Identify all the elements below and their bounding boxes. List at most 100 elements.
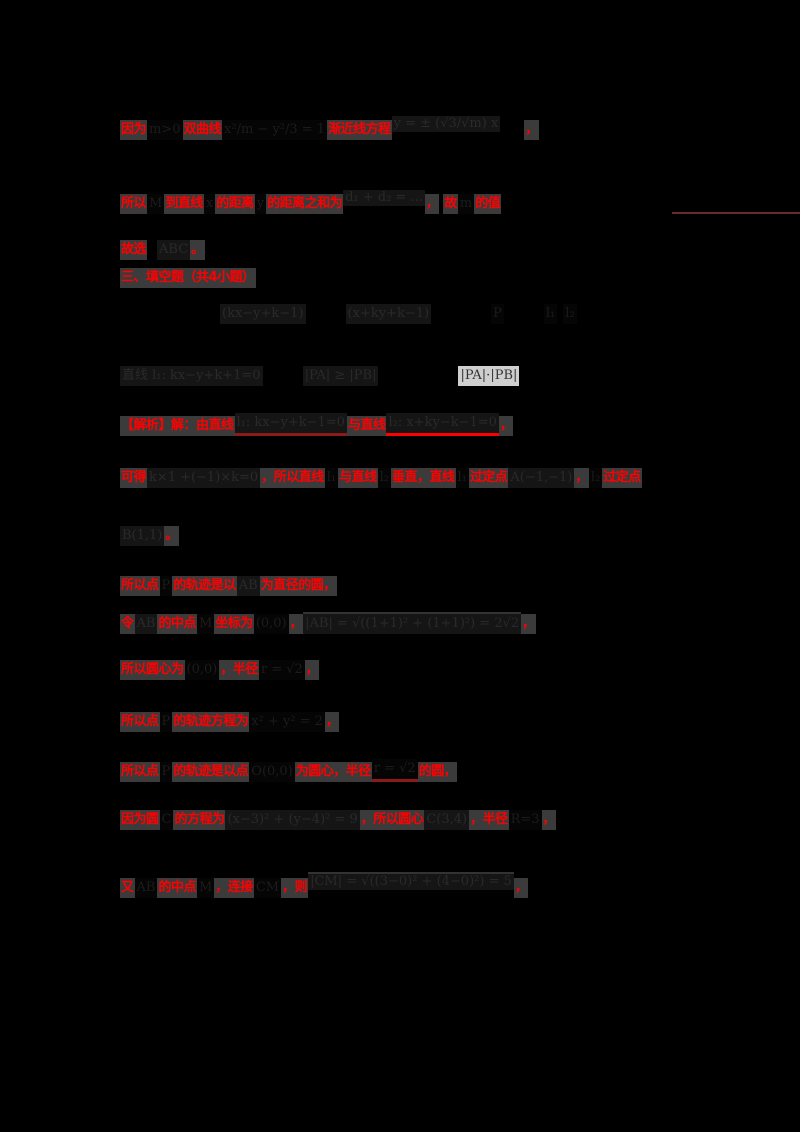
formula: y bbox=[254, 194, 267, 214]
text-segment: 为直径的圆， bbox=[259, 576, 337, 596]
text-segment: 过定点 bbox=[602, 468, 642, 488]
formula: 直线 l₁: kx−y+k+1=0 bbox=[120, 366, 263, 386]
doc-line-14: 所以点 P 的轨迹是以点 O(0,0) 为圆心，半径 r = √2 的圆， bbox=[120, 759, 458, 782]
text-segment: 的轨迹是以 bbox=[172, 576, 237, 596]
text-segment: 令 bbox=[120, 614, 135, 634]
text-segment: ， bbox=[324, 712, 340, 732]
text-segment: 与直线 bbox=[346, 416, 387, 436]
text-segment: 可得 bbox=[120, 468, 148, 488]
formula: M bbox=[196, 878, 215, 898]
text-segment: 到直线 bbox=[164, 194, 204, 214]
divider-rule bbox=[672, 212, 800, 214]
formula: (x−3)² + (y−4)² = 9 bbox=[225, 810, 360, 830]
text-segment: ， bbox=[424, 194, 440, 214]
doc-line-11: 令 AB 的中点 M 坐标为 (0,0) ， |AB| = √((1+1)² +… bbox=[120, 612, 536, 634]
formula: (kx−y+k−1) bbox=[220, 304, 306, 324]
doc-line-12: 所以圆心为 (0,0) ，半径 r = √2 ， bbox=[120, 658, 320, 680]
formula: (0,0) bbox=[184, 660, 220, 680]
text-segment: 又 bbox=[120, 878, 135, 898]
text-segment: 的轨迹方程为 bbox=[172, 712, 250, 732]
formula: P bbox=[159, 712, 173, 732]
text-segment: 故 bbox=[443, 194, 458, 214]
formula: |AB| = √((1+1)² + (1+1)²) = 2√2 bbox=[303, 612, 522, 634]
text-segment: 【解析】解：由直线 bbox=[120, 416, 235, 436]
formula: (0,0) bbox=[253, 614, 289, 634]
text-segment: 所以 bbox=[120, 194, 148, 214]
formula: P bbox=[159, 762, 173, 782]
formula: x²/m − y²/3 = 1 bbox=[222, 120, 328, 140]
doc-line-5: (kx−y+k−1) (x+ky+k−1) P l₁ l₂ bbox=[220, 302, 577, 324]
formula: ABC bbox=[157, 240, 191, 260]
formula: r = √2 bbox=[371, 759, 418, 782]
formula: R=3 bbox=[508, 810, 542, 830]
text-segment: 的距离 bbox=[215, 194, 255, 214]
text-segment: ， bbox=[498, 416, 514, 436]
formula: AB bbox=[134, 614, 158, 634]
formula: l₁ bbox=[324, 468, 339, 488]
formula: C bbox=[159, 810, 174, 830]
text-segment: ， bbox=[304, 660, 320, 680]
text-segment: 所以点 bbox=[120, 762, 160, 782]
text-segment: 因为 bbox=[120, 120, 148, 140]
formula: A(−1,−1) bbox=[508, 468, 575, 488]
formula: CM bbox=[253, 878, 282, 898]
text-segment: 所以点 bbox=[120, 712, 160, 732]
formula: l₂ bbox=[563, 304, 577, 324]
text-segment: ，所以圆心 bbox=[359, 810, 425, 830]
formula: x bbox=[203, 194, 216, 214]
formula: x² + y² = 2 bbox=[249, 712, 325, 732]
text-segment: 渐近线方程 bbox=[327, 120, 392, 140]
doc-line-3: 故选 ABC 。 bbox=[120, 238, 205, 260]
formula: +(−1)×k=0 bbox=[178, 468, 261, 488]
formula: P bbox=[491, 304, 504, 324]
doc-line-15: 因为圆 C 的方程为 (x−3)² + (y−4)² = 9 ，所以圆心 C(3… bbox=[120, 808, 557, 830]
doc-line-7: 【解析】解：由直线 l₁: kx−y+k−1=0 与直线 l₂: x+ky−k−… bbox=[120, 413, 514, 436]
text-segment: 与直线 bbox=[338, 468, 378, 488]
doc-line-8: 可得 k×1 +(−1)×k=0 ，所以直线 l₁ 与直线 l₂ 垂直，直线 l… bbox=[120, 466, 642, 488]
formula: l₂ bbox=[377, 468, 391, 488]
section-heading: 三、填空题（共4小题） bbox=[120, 266, 256, 288]
formula: M bbox=[196, 614, 215, 634]
text-segment: ， bbox=[288, 614, 304, 634]
formula: y = ± (√3/√m) x bbox=[391, 116, 501, 132]
formula: l₁ bbox=[455, 468, 469, 488]
formula: P bbox=[159, 576, 173, 596]
formula: B(1,1) bbox=[120, 526, 165, 546]
doc-line-13: 所以点 P 的轨迹方程为 x² + y² = 2 ， bbox=[120, 710, 340, 732]
text-segment: ，则 bbox=[281, 878, 309, 898]
text-segment: 过定点 bbox=[468, 468, 509, 488]
formula: C(3,4) bbox=[424, 810, 470, 830]
formula: |PA|·|PB| bbox=[458, 366, 520, 386]
text-segment: ，半径 bbox=[219, 660, 259, 680]
formula: l₂ bbox=[588, 468, 603, 488]
text-segment: 的圆， bbox=[417, 762, 458, 782]
text-segment: ，半径 bbox=[469, 810, 509, 830]
formula: d₁ + d₂ = ... bbox=[343, 190, 425, 206]
section-title: 三、填空题（共4小题） bbox=[120, 268, 256, 288]
text-segment: 的方程为 bbox=[173, 810, 226, 830]
formula: l₁: kx−y+k−1=0 bbox=[234, 413, 347, 436]
doc-line-1: 因为 m>0 双曲线 x²/m − y²/3 = 1 渐近线方程 y = ± (… bbox=[120, 116, 539, 140]
formula: m>0 bbox=[147, 120, 183, 140]
text-segment: ，所以直线 bbox=[260, 468, 325, 488]
doc-line-6: 直线 l₁: kx−y+k+1=0 |PA| ≥ |PB| |PA|·|PB| bbox=[120, 364, 520, 386]
text-segment: 的轨迹是以点 bbox=[172, 762, 250, 782]
text-segment: ， bbox=[541, 810, 557, 830]
formula: l₁ bbox=[543, 304, 558, 324]
doc-line-16: 又 AB 的中点 M ，连接 CM ，则 |CM| = √((3−0)² + (… bbox=[120, 872, 529, 898]
formula: |CM| = √((3−0)² + (4−0)²) = 5 bbox=[308, 872, 514, 890]
text-segment: 垂直，直线 bbox=[390, 468, 456, 488]
text-segment: 故选 bbox=[120, 240, 148, 260]
text-segment: 。 bbox=[190, 240, 205, 260]
text-segment: 的值 bbox=[474, 194, 502, 214]
text-segment: ，连接 bbox=[214, 878, 254, 898]
formula: |PA| ≥ |PB| bbox=[302, 366, 379, 386]
text-segment: 。 bbox=[164, 526, 179, 546]
formula: M bbox=[147, 194, 165, 214]
text-segment: 双曲线 bbox=[182, 120, 223, 140]
formula: r = √2 bbox=[258, 660, 305, 680]
text-segment: 的距离之和为 bbox=[266, 194, 344, 214]
text-segment: 因为圆 bbox=[120, 810, 160, 830]
text-segment: 为圆心，半径 bbox=[294, 762, 372, 782]
doc-line-10: 所以点 P 的轨迹是以 AB 为直径的圆， bbox=[120, 574, 337, 596]
